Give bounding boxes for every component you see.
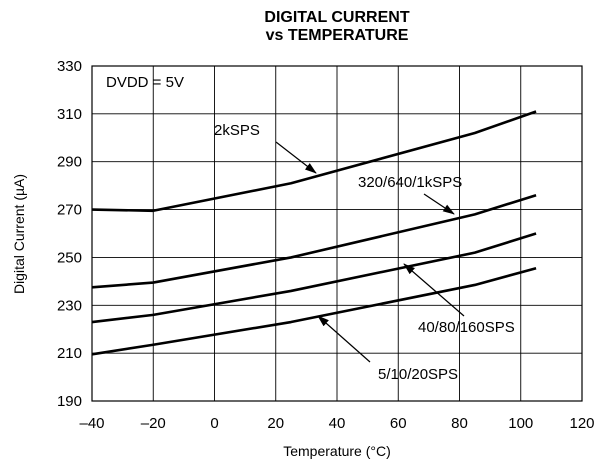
y-tick-label: 330 <box>57 58 82 75</box>
condition-label: DVDD = 5V <box>106 74 184 91</box>
annotation-label-40-80-160sps: 40/80/160SPS <box>418 319 515 336</box>
x-tick-label: 40 <box>329 415 346 432</box>
series-line-5-10-20sps <box>91 266 537 356</box>
x-tick-label: 100 <box>508 415 533 432</box>
annotation-2ksps: 2kSPS <box>214 122 317 174</box>
series-line-40-80-160sps <box>91 232 537 324</box>
y-tick-label: 270 <box>57 202 82 219</box>
annotation-label-2ksps: 2kSPS <box>214 122 260 139</box>
annotation-arrow-5-10-20sps <box>317 315 371 363</box>
chart-title-line-2: vs TEMPERATURE <box>266 27 409 44</box>
series-line-2ksps <box>91 110 537 213</box>
x-tick-label: 80 <box>451 415 468 432</box>
annotation-label-5-10-20sps: 5/10/20SPS <box>378 366 458 383</box>
x-axis-label: Temperature (°C) <box>283 443 391 459</box>
y-tick-labels: 190 210 230 250 270 290 310 330 <box>57 58 82 410</box>
chart-title-line-1: DIGITAL CURRENT <box>264 9 409 26</box>
annotation-arrow-320-640-1ksps <box>423 193 455 215</box>
plot-frame <box>91 65 583 402</box>
x-tick-labels: –40 –20 0 20 40 60 80 100 120 <box>79 415 594 432</box>
series-line-320-640-1ksps <box>91 193 537 289</box>
annotation-40-80-160sps: 40/80/160SPS <box>403 263 515 336</box>
annotation-arrow-2ksps <box>275 141 317 174</box>
y-axis-label: Digital Current (µA) <box>11 174 27 294</box>
annotation-label-320-640-1ksps: 320/640/1kSPS <box>358 174 462 191</box>
y-tick-label: 290 <box>57 154 82 171</box>
x-tick-label: –40 <box>79 415 104 432</box>
x-tick-label: 20 <box>267 415 284 432</box>
annotation-arrow-40-80-160sps <box>403 263 465 317</box>
x-tick-label: 0 <box>210 415 218 432</box>
grid <box>92 66 582 401</box>
x-tick-label: –20 <box>141 415 166 432</box>
y-tick-label: 250 <box>57 249 82 266</box>
x-tick-label: 120 <box>569 415 594 432</box>
y-tick-label: 190 <box>57 393 82 410</box>
series-lines <box>91 110 537 356</box>
annotation-320-640-1ksps: 320/640/1kSPS <box>358 174 462 215</box>
annotation-5-10-20sps: 5/10/20SPS <box>317 315 458 383</box>
x-tick-label: 60 <box>390 415 407 432</box>
y-tick-label: 210 <box>57 345 82 362</box>
y-tick-label: 230 <box>57 297 82 314</box>
y-tick-label: 310 <box>57 106 82 123</box>
